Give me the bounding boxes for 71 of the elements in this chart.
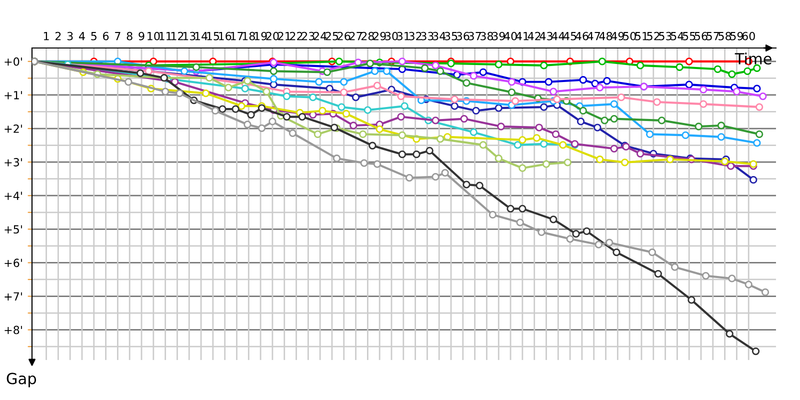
x-tick-label: 48: [599, 32, 612, 40]
x-tick-label: 7: [115, 32, 120, 40]
x-tick-label: 39: [492, 32, 505, 40]
y-tick-label: +5': [4, 225, 22, 234]
x-tick-label: 57: [706, 32, 720, 40]
x-tick-label: 22: [290, 32, 302, 40]
x-tick-label: 25: [326, 32, 338, 40]
x-tick-label: 44: [552, 32, 565, 40]
x-tick-label: 55: [682, 32, 696, 40]
x-tick-label: 33: [420, 32, 434, 40]
x-tick-label: 24: [314, 32, 327, 40]
y-tick-label: +7': [4, 292, 22, 300]
x-tick-label: 12: [171, 32, 184, 40]
x-tick-label: 32: [409, 32, 422, 40]
x-tick-label: 31: [397, 32, 410, 40]
x-tick-label: 53: [659, 32, 672, 40]
y-tick-label: +0': [4, 57, 22, 66]
x-tick-label: 46: [575, 32, 588, 40]
x-tick-label: 45: [564, 32, 576, 40]
x-tick-label: 47: [587, 32, 600, 40]
x-tick-label: 8: [126, 32, 132, 40]
x-tick-label: 30: [385, 32, 398, 40]
x-tick-label: 9: [138, 32, 144, 40]
x-axis-title: Time: [734, 52, 772, 65]
x-tick-label: 19: [254, 32, 267, 40]
x-tick-label: 17: [230, 32, 243, 40]
x-tick-label: 56: [694, 32, 708, 40]
x-tick-label: 18: [242, 32, 255, 40]
x-tick-label: 3: [67, 32, 73, 40]
x-tick-label: 5: [91, 32, 96, 40]
x-tick-label: 60: [742, 32, 755, 40]
x-tick-label: 13: [183, 32, 196, 40]
x-tick-label: 20: [266, 32, 279, 40]
x-tick-label: 52: [647, 32, 660, 40]
x-tick-label: 35: [444, 32, 458, 40]
x-tick-label: 41: [516, 32, 528, 40]
y-tick-label: +8': [4, 326, 22, 334]
y-tick-label: +4': [4, 192, 22, 200]
x-tick-label: 2: [55, 32, 61, 40]
y-tick-label: +2': [4, 124, 22, 133]
x-tick-label: 29: [373, 32, 386, 40]
x-tick-label: 14: [195, 32, 208, 40]
x-tick-label: 6: [103, 32, 109, 40]
x-tick-label: 15: [207, 32, 220, 40]
y-axis-title: Gap: [6, 372, 36, 388]
y-tick-label: +1': [4, 91, 22, 100]
x-tick-label: 11: [159, 32, 172, 40]
x-tick-label: 4: [79, 32, 85, 40]
x-tick-label: 28: [361, 32, 374, 40]
x-tick-label: 36: [456, 32, 470, 40]
x-tick-label: 16: [218, 32, 232, 40]
x-tick-label: 34: [432, 32, 446, 40]
x-tick-label: 38: [480, 32, 494, 40]
x-tick-label: 51: [635, 32, 648, 40]
x-tick-label: 49: [611, 32, 624, 40]
x-tick-label: 43: [540, 32, 552, 40]
x-tick-label: 59: [730, 32, 744, 40]
x-tick-label: 50: [623, 32, 636, 40]
x-tick-label: 42: [528, 32, 540, 40]
x-tick-label: 26: [338, 32, 350, 40]
y-tick-label: +3': [4, 158, 22, 166]
x-tick-label: 37: [468, 32, 481, 40]
x-tick-label: 27: [350, 32, 362, 40]
y-tick-label: +6': [4, 258, 22, 268]
x-tick-label: 40: [504, 32, 517, 40]
x-tick-label: 10: [148, 32, 160, 40]
x-tick-label: 23: [302, 32, 314, 40]
x-tick-label: 21: [278, 32, 290, 40]
x-tick-label: 58: [718, 32, 732, 40]
x-tick-label: 54: [670, 32, 684, 40]
x-tick-label: 1: [44, 32, 49, 40]
